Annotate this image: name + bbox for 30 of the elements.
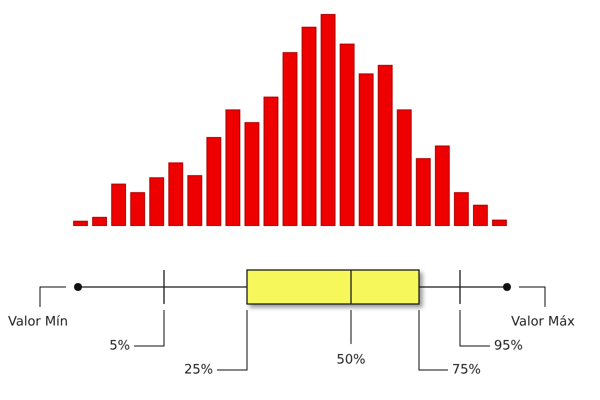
bar	[378, 64, 393, 226]
bar	[149, 177, 164, 226]
bar	[434, 145, 450, 226]
text: 95%	[494, 338, 523, 354]
bar	[473, 204, 488, 226]
text: 5%	[109, 338, 130, 354]
bar	[282, 52, 298, 226]
bar	[320, 14, 336, 226]
bar	[168, 162, 184, 226]
bar	[396, 109, 412, 226]
bar	[264, 96, 278, 226]
bar	[187, 175, 202, 226]
text: 50%	[336, 352, 366, 368]
bar	[358, 73, 374, 226]
text: 75%	[452, 362, 481, 378]
bar	[130, 192, 146, 226]
bar	[244, 122, 260, 226]
bar	[340, 44, 355, 226]
bar	[73, 220, 88, 226]
bar	[454, 192, 469, 226]
text: Valor Mín	[8, 314, 68, 330]
bar	[225, 109, 240, 226]
bar	[92, 216, 107, 226]
bar	[492, 220, 507, 226]
text: Valor Máx	[511, 314, 576, 330]
bar	[302, 26, 316, 226]
bar	[416, 158, 431, 226]
bar	[206, 136, 222, 226]
bar	[111, 184, 126, 226]
text: 25%	[184, 362, 213, 378]
